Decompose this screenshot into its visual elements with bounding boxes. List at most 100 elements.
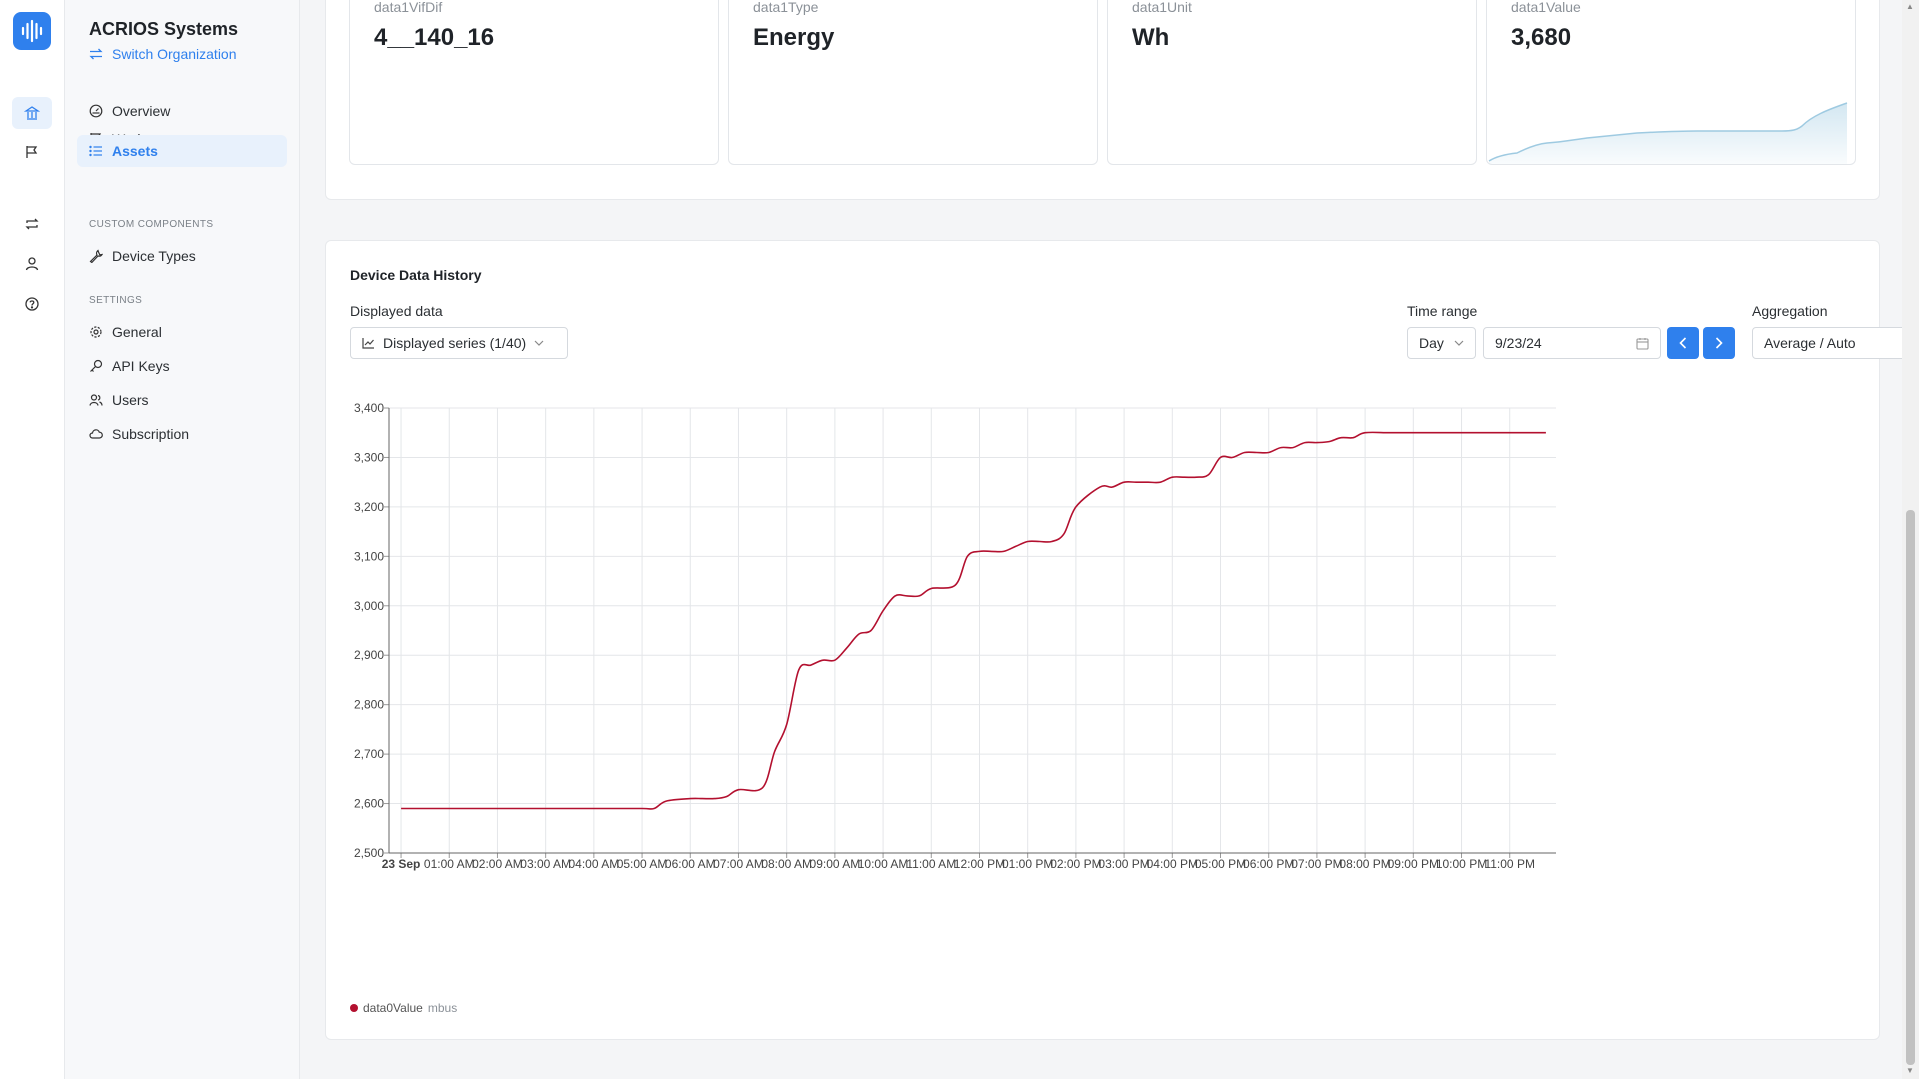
x-tick-label: 06:00 AM: [665, 857, 716, 871]
stats-panel: data1VifDif 4__140_16 data1Type Energy d…: [325, 0, 1880, 200]
x-tick-label: 03:00 PM: [1098, 857, 1149, 871]
cloud-icon: [89, 429, 103, 439]
x-tick-label: 11:00 PM: [1484, 857, 1534, 871]
nav-api-keys-label: API Keys: [112, 358, 170, 374]
page-scrollbar[interactable]: ▲ ▼: [1902, 0, 1919, 1079]
scroll-up-icon[interactable]: ▲: [1906, 2, 1914, 11]
history-line-chart: 2,500 2,600 2,700 2,800 2,900 3,000 3,100 3,200…: [354, 401, 1556, 871]
nav-subscription-label: Subscription: [112, 426, 190, 442]
x-tick-label: 12:00 PM: [954, 857, 1005, 871]
nav-users-label: Users: [112, 392, 149, 408]
scroll-down-icon[interactable]: ▼: [1906, 1066, 1914, 1075]
x-tick-label: 08:00 AM: [761, 857, 812, 871]
x-tick-label: 10:00 PM: [1436, 857, 1487, 871]
key-icon: [90, 359, 103, 372]
stat-value: 3,680: [1511, 24, 1572, 51]
stat-value: Energy: [753, 24, 835, 51]
logo-icon[interactable]: [13, 12, 51, 50]
sidebar: ACRIOS Systems Switch Organization Overv…: [65, 0, 300, 1079]
device-data-history-panel: Device Data History Displayed data Displ…: [325, 240, 1919, 1040]
x-tick-label: 09:00 PM: [1388, 857, 1439, 871]
flag-icon[interactable]: [12, 136, 52, 168]
displayed-data-label: Displayed data: [350, 303, 443, 319]
nav-assets[interactable]: Assets: [77, 135, 287, 167]
x-tick-label: 03:00 AM: [520, 857, 571, 871]
switch-organization-link[interactable]: Switch Organization: [89, 46, 237, 62]
repeat-icon[interactable]: [12, 208, 52, 240]
next-period-button[interactable]: [1703, 327, 1735, 359]
nav-device-types[interactable]: Device Types: [77, 240, 287, 272]
period-select[interactable]: Day: [1407, 327, 1476, 359]
x-tick-label: 04:00 PM: [1147, 857, 1198, 871]
x-tick-label: 06:00 PM: [1243, 857, 1294, 871]
switch-organization-label: Switch Organization: [112, 46, 237, 62]
period-value: Day: [1419, 335, 1444, 351]
wrench-icon: [89, 249, 103, 263]
organization-name: ACRIOS Systems: [89, 19, 239, 39]
x-tick-label: 07:00 AM: [713, 857, 764, 871]
custom-components-heading: CUSTOM COMPONENTS: [89, 219, 214, 230]
help-icon[interactable]: [12, 288, 52, 320]
main-content: data1VifDif 4__140_16 data1Type Energy d…: [300, 0, 1919, 1079]
x-tick-label: 02:00 AM: [472, 857, 523, 871]
home-icon[interactable]: [12, 97, 52, 129]
nav-general[interactable]: General: [77, 316, 287, 348]
user-icon[interactable]: [12, 248, 52, 280]
x-tick-label: 09:00 AM: [810, 857, 861, 871]
date-value: 9/23/24: [1495, 335, 1542, 351]
nav-subscription[interactable]: Subscription: [77, 418, 287, 450]
nav-overview-label: Overview: [112, 103, 171, 119]
list-icon: [89, 145, 102, 157]
x-tick-label: 02:00 PM: [1050, 857, 1101, 871]
stat-value: 4__140_16: [374, 24, 495, 51]
stat-card: data1Unit Wh: [1107, 0, 1477, 165]
x-tick-label: 07:00 PM: [1291, 857, 1342, 871]
chevron-left-icon: [1679, 337, 1687, 349]
x-tick-label: 08:00 PM: [1339, 857, 1390, 871]
history-title: Device Data History: [350, 267, 482, 283]
legend-color-dot: [350, 1004, 358, 1012]
nav-overview[interactable]: Overview: [77, 95, 287, 127]
stat-label: data1VifDif: [374, 0, 443, 15]
stat-card: data1Value 3,680: [1486, 0, 1856, 165]
displayed-series-dropdown[interactable]: Displayed series (1/40): [350, 327, 568, 359]
nav-users[interactable]: Users: [77, 384, 287, 416]
chevron-down-icon: [534, 340, 544, 346]
aggregation-label: Aggregation: [1752, 303, 1828, 319]
x-tick-label: 01:00 PM: [1002, 857, 1053, 871]
stat-label: data1Unit: [1132, 0, 1192, 15]
series-line-data0Value: [401, 431, 1546, 810]
previous-period-button[interactable]: [1667, 327, 1699, 359]
y-tick-label: 3,100: [354, 549, 384, 563]
chevron-right-icon: [1715, 337, 1723, 349]
x-tick-label: 23 Sep: [382, 857, 421, 871]
chart-legend[interactable]: data0Value mbus: [350, 1001, 457, 1015]
swap-icon: [89, 48, 103, 60]
chart-icon: [362, 338, 374, 349]
y-tick-label: 3,400: [354, 401, 384, 415]
nav-assets-label: Assets: [112, 143, 158, 159]
value-sparkline: [1488, 102, 1848, 164]
y-tick-label: 2,800: [354, 698, 384, 712]
stat-label: data1Type: [753, 0, 819, 15]
y-tick-label: 3,200: [354, 500, 384, 514]
icon-rail: [0, 0, 65, 1079]
legend-series-unit: mbus: [427, 1001, 458, 1015]
stat-card: data1VifDif 4__140_16: [349, 0, 719, 165]
aggregation-select[interactable]: Average / Auto: [1752, 327, 1919, 359]
nav-api-keys[interactable]: API Keys: [77, 350, 287, 382]
x-tick-label: 01:00 AM: [424, 857, 475, 871]
nav-general-label: General: [112, 324, 162, 340]
displayed-series-value: Displayed series (1/40): [383, 335, 527, 351]
stat-card: data1Type Energy: [728, 0, 1098, 165]
date-picker[interactable]: 9/23/24: [1483, 327, 1661, 359]
gear-icon: [90, 326, 102, 338]
y-tick-label: 3,300: [354, 450, 384, 464]
stat-value: Wh: [1132, 24, 1170, 51]
scroll-thumb[interactable]: [1906, 510, 1915, 1065]
x-tick-label: 04:00 AM: [569, 857, 620, 871]
stat-label: data1Value: [1511, 0, 1581, 15]
x-tick-label: 10:00 AM: [858, 857, 909, 871]
x-tick-label: 05:00 AM: [617, 857, 668, 871]
x-tick-label: 05:00 PM: [1195, 857, 1246, 871]
